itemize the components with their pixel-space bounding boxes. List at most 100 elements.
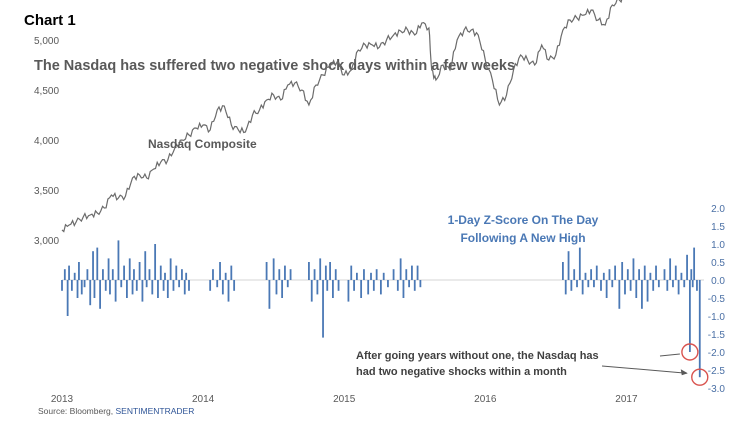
zscore-bar [683, 280, 686, 288]
source-note: Source: Bloomberg, SENTIMENTRADER [38, 406, 194, 416]
zscore-bar [272, 258, 275, 280]
zscore-bar [135, 280, 138, 291]
left-tick-label: 4,000 [34, 136, 59, 147]
zscore-bar [68, 265, 70, 280]
zscore-bar [310, 280, 313, 302]
zscore-bar [265, 262, 268, 280]
zscore-bar [230, 265, 233, 280]
zscore-bar [326, 280, 329, 291]
zscore-bar [289, 269, 292, 280]
zscore-bar [693, 247, 696, 280]
zscore-bar [324, 265, 327, 280]
zscore-bar [416, 265, 419, 280]
zscore-bar [73, 272, 76, 280]
zscore-bar [608, 269, 611, 280]
zscore-bar [375, 269, 378, 280]
nasdaq-line [61, 0, 623, 233]
zscore-bar [102, 269, 104, 280]
zscore-bar [93, 280, 96, 298]
zscore-bar [602, 272, 605, 280]
highlight-circle [691, 368, 709, 386]
zscore-bar [188, 280, 190, 291]
zscore-bar [212, 269, 214, 280]
zscore-bar [666, 280, 669, 291]
arrow-head [680, 369, 688, 376]
zscore-bar [162, 280, 165, 291]
zscore-bar [178, 280, 181, 288]
right-tick-label: -0.5 [708, 294, 726, 305]
zscore-bar [313, 269, 316, 280]
zscore-bar [567, 251, 570, 280]
zscore-bar [626, 269, 629, 280]
zscore-bar [698, 280, 701, 378]
zscore-bar [652, 280, 655, 291]
zscore-bar [96, 247, 99, 280]
zscore-bar [605, 280, 608, 298]
zscore-bar [66, 280, 69, 316]
zscore-bar [166, 280, 169, 298]
zscore-bar [611, 280, 614, 288]
x-tick-label: 2013 [51, 394, 74, 405]
zscore-bar [219, 262, 221, 280]
zscore-bar [624, 280, 626, 295]
zscore-bar [284, 265, 286, 280]
zscore-bar [89, 280, 92, 306]
right-tick-label: 1.5 [711, 222, 725, 233]
figure-label: Chart 1 [24, 12, 76, 29]
zscore-bar [268, 280, 271, 309]
zscore-bar [646, 280, 649, 302]
left-tick-label: 5,000 [34, 36, 59, 47]
zscore-bar [109, 280, 111, 295]
zscore-bar [347, 280, 350, 302]
zscore-bar [649, 272, 652, 280]
zscore-bar [657, 280, 660, 288]
zscore-bar [329, 262, 331, 280]
source-text: Source: Bloomberg, [38, 406, 113, 416]
zscore-bar [669, 258, 672, 280]
zscore-bar [691, 280, 694, 288]
right-tick-label: 0.0 [711, 276, 725, 287]
zscore-bar [334, 269, 337, 280]
zscore-bar [308, 262, 310, 280]
chart-title: The Nasdaq has suffered two negative sho… [34, 58, 515, 74]
zscore-bar [169, 258, 172, 280]
source-brand: SENTIMENTRADER [116, 406, 195, 416]
zscore-bar [672, 280, 674, 288]
zscore-bar [104, 280, 107, 291]
annotation-arrow [659, 353, 680, 357]
zscore-bar [674, 265, 677, 280]
right-axis: 2.0 1.5 1.0 0.5 0.0 -0.5 -1.0 -1.5 -2.0 -2.5 -3.0 [708, 204, 726, 395]
right-tick-label: -2.5 [708, 366, 726, 377]
zscore-bar [185, 272, 188, 280]
zscore-bar [419, 280, 422, 288]
zscore-bar [227, 280, 230, 302]
zscore-bar [562, 262, 564, 280]
zscore-bar [350, 265, 353, 280]
zscore-series-label-line2: Following A New High [460, 231, 585, 245]
left-tick-label: 4,500 [34, 86, 59, 97]
zscore-bar [216, 280, 219, 288]
zscore-bar [209, 280, 212, 291]
right-tick-label: 0.5 [711, 258, 725, 269]
zscore-bar [600, 280, 602, 291]
zscore-bar [663, 269, 666, 280]
x-tick-label: 2016 [474, 394, 497, 405]
zscore-bar [86, 269, 89, 280]
zscore-bar [370, 272, 372, 280]
left-tick-label: 3,500 [34, 186, 59, 197]
zscore-bar [154, 244, 157, 280]
zscore-bar [635, 280, 638, 298]
zscore-bar [286, 280, 289, 288]
right-tick-label: 1.0 [711, 240, 725, 251]
zscore-bar [63, 269, 66, 280]
zscore-bar [183, 280, 186, 295]
zscore-bar [70, 280, 73, 291]
zscore-bar [360, 280, 363, 298]
zscore-bar [159, 265, 162, 280]
zscore-bar [322, 280, 324, 338]
zscore-bar [80, 280, 83, 295]
zscore-bar [164, 272, 166, 280]
zscore-bar [581, 280, 584, 295]
